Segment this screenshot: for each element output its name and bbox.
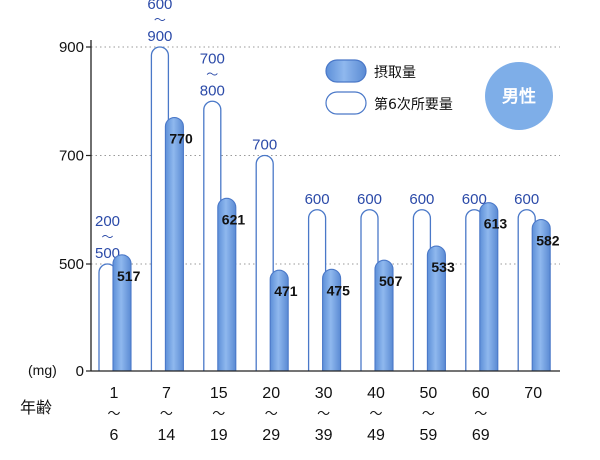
intake-bar	[164, 116, 184, 372]
age-group-start: 30	[315, 385, 333, 402]
requirement-value-label: 700	[200, 50, 225, 67]
legend-intake-label: 摂取量	[374, 65, 416, 81]
requirement-value-label: 600	[462, 191, 487, 208]
intake-bar	[374, 259, 394, 372]
intake-bars: 517 770 621 471 475 507 533 613 582	[112, 116, 560, 372]
requirement-value-label: 600	[409, 191, 434, 208]
intake-value-label: 507	[379, 273, 403, 289]
intake-value-label: 770	[169, 131, 193, 147]
age-group-end: 69	[472, 427, 490, 444]
requirement-value-label: 600	[357, 191, 382, 208]
age-group-start: 20	[262, 385, 280, 402]
intake-bar	[531, 218, 551, 372]
y-tick-label: 0	[76, 363, 84, 380]
legend-intake-swatch	[325, 59, 367, 83]
age-group-end: 59	[420, 427, 438, 444]
x-axis-label: 年齢	[20, 399, 52, 417]
age-group-tilde: 〜	[265, 407, 278, 422]
intake-bar	[269, 269, 289, 372]
requirement-range-tilde: 〜	[154, 13, 166, 27]
age-group-end: 49	[367, 427, 385, 444]
age-group-start: 40	[367, 385, 385, 402]
badge-circle	[485, 62, 553, 130]
intake-value-label: 471	[274, 283, 298, 299]
requirement-value-label: 600	[147, 0, 172, 13]
requirement-bar	[360, 209, 379, 371]
age-group-start: 1	[110, 385, 119, 402]
age-group-tilde: 〜	[422, 407, 435, 422]
age-group-end: 29	[262, 427, 280, 444]
legend: 摂取量 第6次所要量	[325, 59, 453, 115]
age-group-end: 6	[110, 427, 119, 444]
age-group-start: 50	[420, 385, 438, 402]
badge-label: 男性	[502, 86, 536, 107]
x-axis: 1 〜 6 7 〜 14 15 〜 19 20 〜 29 30 〜 39 40 〜 49 50 〜 59 60 〜 69 70	[91, 370, 560, 444]
age-group-tilde: 〜	[474, 407, 487, 422]
requirement-value-label: 200	[95, 213, 120, 230]
y-unit-label: (mg)	[28, 362, 57, 378]
intake-value-label: 533	[431, 259, 455, 275]
y-tick-label: 700	[59, 148, 84, 165]
legend-requirement-swatch	[325, 91, 367, 115]
age-group-end: 14	[158, 427, 176, 444]
requirement-bar	[255, 154, 274, 371]
y-tick-label: 500	[59, 256, 84, 273]
intake-bar	[426, 245, 446, 372]
age-group-tilde: 〜	[369, 407, 382, 422]
legend-requirement-label: 第6次所要量	[374, 96, 453, 113]
age-group-tilde: 〜	[107, 407, 120, 422]
age-group-tilde: 〜	[160, 407, 173, 422]
intake-value-label: 475	[327, 282, 351, 298]
age-group-start: 7	[162, 385, 171, 402]
y-axis: 0 500 700 900	[59, 39, 92, 380]
intake-bar	[479, 202, 499, 372]
age-group-start: 15	[210, 385, 228, 402]
requirement-value-label: 600	[514, 191, 539, 208]
age-group-tilde: 〜	[212, 407, 225, 422]
requirement-bar	[150, 46, 170, 371]
intake-bar	[112, 254, 132, 372]
intake-value-label: 582	[536, 233, 560, 249]
requirement-range-tilde: 〜	[101, 230, 113, 244]
intake-value-label: 517	[117, 268, 141, 284]
intake-value-label: 613	[484, 216, 508, 232]
requirement-value-label: 800	[200, 82, 225, 99]
gender-badge: 男性	[485, 62, 553, 130]
intake-value-label: 621	[222, 211, 246, 227]
intake-bar	[217, 197, 237, 372]
age-group-end: 19	[210, 427, 228, 444]
requirement-range-tilde: 〜	[206, 67, 218, 81]
y-tick-label: 900	[59, 39, 84, 56]
requirement-value-label: 700	[252, 137, 277, 154]
age-group-end: 39	[315, 427, 333, 444]
age-group-tilde: 〜	[317, 407, 330, 422]
age-group-start: 70	[524, 385, 542, 402]
intake-bar	[322, 268, 342, 372]
requirement-bar	[517, 209, 536, 371]
requirement-bar	[203, 100, 222, 371]
requirement-value-label: 900	[147, 28, 172, 45]
requirement-value-label: 600	[305, 191, 330, 208]
age-group-start: 60	[472, 385, 490, 402]
requirement-value-label: 500	[95, 245, 120, 262]
requirement-bar	[412, 209, 432, 371]
requirement-bar	[307, 209, 327, 371]
